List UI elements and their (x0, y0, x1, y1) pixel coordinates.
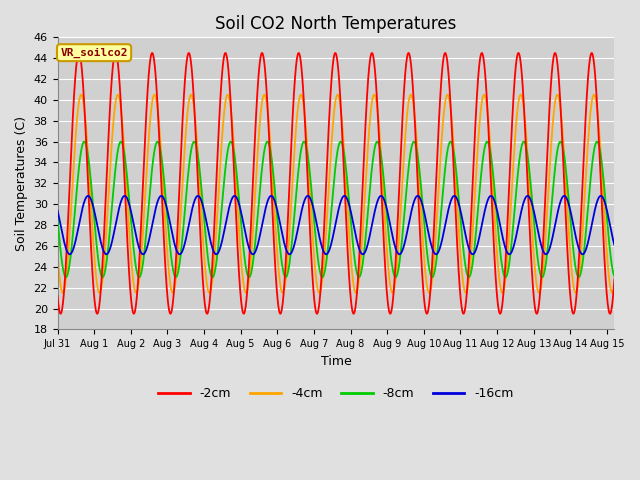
X-axis label: Time: Time (321, 355, 351, 368)
Y-axis label: Soil Temperatures (C): Soil Temperatures (C) (15, 116, 28, 251)
Text: VR_soilco2: VR_soilco2 (60, 48, 128, 58)
Title: Soil CO2 North Temperatures: Soil CO2 North Temperatures (215, 15, 456, 33)
Legend: -2cm, -4cm, -8cm, -16cm: -2cm, -4cm, -8cm, -16cm (153, 382, 518, 405)
